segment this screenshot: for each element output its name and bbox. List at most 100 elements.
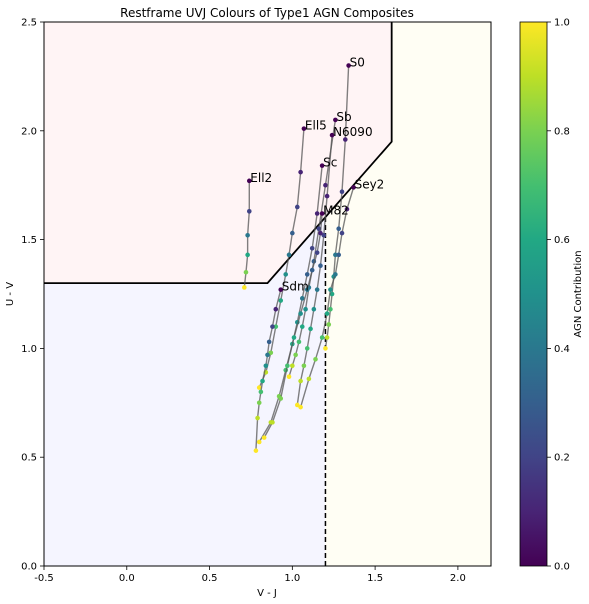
star-forming-region — [44, 217, 326, 566]
colorbar-ticks: 0.0 0.2 0.4 0.6 0.8 1.0 — [547, 18, 570, 573]
data-point — [258, 389, 264, 395]
series-label: Sb — [336, 110, 351, 124]
data-point — [336, 252, 341, 258]
data-point — [329, 291, 335, 297]
quiescent-region — [44, 22, 392, 284]
data-point — [298, 378, 303, 384]
colorbar-gradient — [520, 22, 547, 566]
data-point — [303, 306, 308, 312]
series-label: Sey2 — [355, 177, 385, 191]
data-point — [256, 385, 262, 390]
series-label: M82 — [323, 203, 349, 217]
data-point — [265, 352, 270, 358]
data-point — [245, 232, 250, 238]
data-point — [304, 346, 310, 351]
chart-title: Restframe UVJ Colours of Type1 AGN Compo… — [120, 6, 414, 20]
data-point — [328, 287, 333, 292]
data-point — [323, 346, 328, 351]
data-point — [318, 263, 323, 269]
data-point — [256, 439, 262, 445]
x-tick-label: 0.5 — [202, 573, 218, 584]
data-point — [308, 326, 313, 332]
data-point — [295, 204, 300, 210]
data-point — [295, 402, 300, 408]
data-point — [278, 298, 284, 303]
x-tick-label: -0.5 — [34, 573, 54, 584]
dusty-region — [325, 22, 491, 566]
series-label: N6090 — [333, 125, 373, 139]
data-point — [298, 404, 303, 410]
series-label: Ell5 — [305, 119, 327, 133]
colorbar-label: AGN Contribution — [573, 250, 584, 337]
data-point — [255, 415, 260, 421]
x-tick-label: 1.5 — [367, 573, 383, 584]
data-point — [339, 230, 345, 236]
colorbar-frame — [519, 21, 548, 567]
data-point — [343, 137, 348, 142]
colorbar-tick-label: 1.0 — [554, 18, 570, 29]
data-point — [296, 339, 302, 345]
data-point — [268, 350, 274, 356]
data-point — [273, 306, 279, 312]
data-point — [286, 374, 292, 379]
data-point — [286, 252, 292, 258]
data-point — [246, 178, 252, 184]
colorbar-tick-label: 0.4 — [554, 344, 570, 355]
colorbar-tick-label: 0.8 — [554, 126, 570, 137]
plot-frame — [43, 21, 492, 567]
data-point — [314, 287, 320, 292]
data-point — [318, 230, 323, 236]
data-point — [290, 230, 295, 236]
data-point — [298, 311, 303, 316]
series-label: S0 — [350, 56, 365, 70]
data-point — [273, 324, 279, 329]
data-point — [290, 363, 295, 369]
data-point — [324, 311, 330, 316]
y-tick-label: 2.0 — [21, 126, 37, 137]
x-axis-label: V - J — [257, 588, 277, 599]
series-label: Ell2 — [250, 171, 272, 185]
quiescent-boundary-line — [44, 22, 393, 285]
data-point — [260, 378, 265, 384]
x-tick-label: 0.0 — [119, 573, 135, 584]
data-point — [299, 296, 305, 301]
uvj-regions — [44, 22, 491, 566]
series-sey2: Sey2 — [298, 177, 385, 410]
series-sdm: Sdm — [253, 280, 309, 453]
data-point — [344, 206, 350, 212]
series-s0: S0 — [323, 56, 365, 351]
uvj-boundary — [44, 22, 393, 566]
data-point — [351, 185, 356, 190]
series-label: Sc — [323, 156, 337, 170]
y-tick-label: 0.0 — [21, 562, 37, 573]
data-point — [336, 226, 341, 232]
data-point — [256, 400, 262, 406]
data-point — [328, 306, 333, 312]
y-axis-label: U - V — [5, 282, 16, 306]
data-point — [261, 435, 267, 440]
data-point — [319, 163, 325, 168]
x-tick-label: 1.0 — [284, 573, 300, 584]
data-point — [309, 246, 315, 251]
data-point — [301, 363, 307, 369]
y-tick-label: 2.5 — [21, 18, 37, 29]
colorbar-tick-label: 0.0 — [554, 562, 570, 573]
data-point — [329, 132, 335, 138]
data-point — [270, 324, 275, 329]
data-point — [245, 252, 250, 258]
data-point — [278, 396, 284, 401]
series-ell2: Ell2 — [242, 171, 272, 290]
colorbar-tick-label: 0.6 — [554, 235, 570, 246]
data-point — [346, 63, 351, 68]
series-ell5: Ell5 — [256, 119, 327, 390]
data-point — [309, 267, 315, 273]
series-m82: M82 — [261, 203, 349, 440]
colorbar: 0.0 0.2 0.4 0.6 0.8 1.0 AGN Contribution — [519, 18, 584, 573]
data-point — [298, 169, 303, 175]
data-point — [283, 272, 289, 277]
data-point — [324, 335, 330, 340]
data-point — [316, 226, 322, 232]
data-point — [326, 322, 332, 327]
series-label: Sdm — [282, 280, 309, 294]
